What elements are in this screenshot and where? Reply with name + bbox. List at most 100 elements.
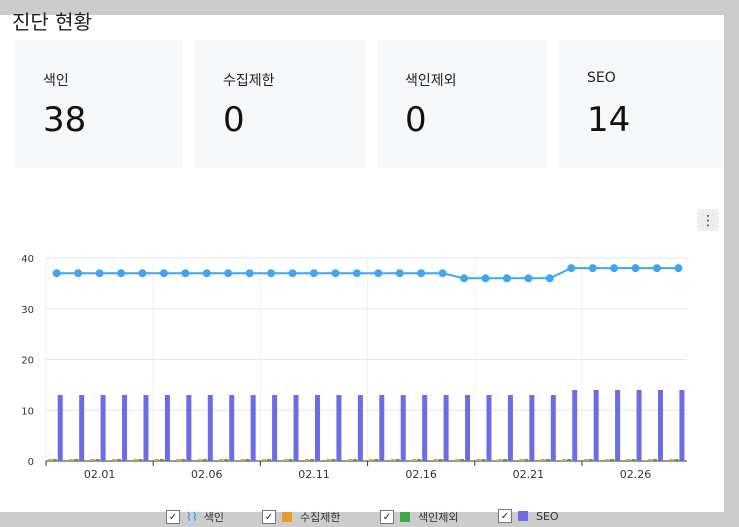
bar-index-excluded: [181, 459, 186, 461]
checkbox-checked-icon[interactable]: ✓: [380, 510, 394, 524]
bar-seo: [272, 395, 278, 461]
bar-seo: [164, 395, 170, 461]
point-index: [138, 269, 147, 278]
bar-crawl-limit: [583, 459, 588, 461]
bar-crawl-limit: [197, 459, 202, 461]
bar-crawl-limit: [390, 459, 395, 461]
stat-card-value: 14: [587, 100, 631, 140]
bar-seo: [422, 395, 428, 461]
bar-index-excluded: [438, 459, 443, 461]
point-index: [417, 269, 426, 278]
page-title: 진단 현황: [12, 10, 92, 34]
point-index: [631, 264, 640, 273]
bar-index-excluded: [138, 459, 143, 461]
bar-seo: [550, 395, 556, 461]
bar-seo: [529, 395, 535, 461]
legend-label: 색인: [203, 511, 224, 524]
stat-card-seo: SEO 14: [559, 40, 724, 168]
bar-index-excluded: [460, 459, 465, 461]
bar-seo: [314, 395, 320, 461]
point-index: [95, 269, 104, 278]
bar-index-excluded: [267, 459, 272, 461]
bar-index-excluded: [545, 459, 550, 461]
bar-crawl-limit: [112, 459, 117, 461]
bar-seo: [79, 395, 85, 461]
point-index: [267, 269, 276, 278]
y-tick-label: 30: [21, 305, 34, 316]
bar-crawl-limit: [69, 459, 74, 461]
stat-card-value: 38: [43, 100, 87, 140]
point-index: [610, 264, 619, 273]
bar-index-excluded: [245, 459, 250, 461]
bar-index-excluded: [610, 459, 615, 461]
stat-card-index: 색인 38: [15, 40, 183, 168]
point-index: [74, 269, 83, 278]
bar-seo: [100, 395, 106, 461]
bar-index-excluded: [652, 459, 657, 461]
point-index: [117, 269, 126, 278]
x-tick-label: 02.16: [405, 468, 437, 481]
point-index: [481, 274, 490, 283]
line-series-icon: ⌇⌇: [186, 510, 198, 524]
bar-crawl-limit: [90, 459, 95, 461]
bar-index-excluded: [588, 459, 593, 461]
bar-seo: [443, 395, 449, 461]
point-index: [502, 274, 511, 283]
bar-crawl-limit: [626, 459, 631, 461]
stat-card-label: 색인: [43, 73, 69, 89]
x-tick-label: 02.01: [84, 468, 116, 481]
bar-crawl-limit: [176, 459, 181, 461]
point-index: [245, 269, 254, 278]
diagnosis-chart: 0 10 20 30 40 02.01 02.06 02.11 02.16 02.21 02.26: [21, 254, 687, 481]
bar-seo: [657, 389, 663, 461]
checkbox-checked-icon[interactable]: ✓: [498, 509, 512, 523]
bar-seo: [186, 395, 192, 461]
bar-seo: [122, 395, 128, 461]
bar-crawl-limit: [647, 459, 652, 461]
bar-index-excluded: [202, 459, 207, 461]
point-index: [288, 269, 297, 278]
bar-seo: [207, 395, 213, 461]
bar-crawl-limit: [304, 459, 309, 461]
bar-seo: [465, 395, 471, 461]
bar-crawl-limit: [476, 459, 481, 461]
bar-crawl-limit: [455, 459, 460, 461]
point-index: [674, 264, 683, 273]
stat-card-value: 0: [223, 100, 245, 140]
point-index: [224, 269, 233, 278]
bar-crawl-limit: [369, 459, 374, 461]
square-swatch-icon: [282, 512, 292, 522]
bar-seo: [57, 395, 63, 461]
bar-seo: [379, 395, 385, 461]
y-tick-label: 40: [21, 254, 34, 265]
point-index: [52, 269, 61, 278]
legend-item-index-excluded[interactable]: ✓ 색인제외: [380, 509, 458, 525]
point-index: [309, 269, 318, 278]
bar-crawl-limit: [605, 459, 610, 461]
bar-index-excluded: [309, 459, 314, 461]
stat-card-index-excluded: 색인제외 0: [377, 40, 547, 168]
bar-crawl-limit: [283, 459, 288, 461]
bar-seo: [143, 395, 149, 461]
y-tick-label: 20: [21, 356, 34, 367]
bar-seo: [400, 395, 406, 461]
chart-menu-button[interactable]: ⋮: [697, 209, 719, 231]
bar-crawl-limit: [347, 459, 352, 461]
bar-seo: [572, 389, 578, 461]
chart-legend: ✓ ⌇⌇ 색인 ✓ 수집제한 ✓ 색인제외 ✓ SEO: [0, 505, 739, 527]
legend-label: 색인제외: [418, 511, 459, 524]
checkbox-checked-icon[interactable]: ✓: [166, 510, 180, 524]
legend-item-crawl-limit[interactable]: ✓ 수집제한: [262, 509, 340, 525]
legend-item-seo[interactable]: ✓ SEO: [498, 509, 559, 523]
checkbox-checked-icon[interactable]: ✓: [262, 510, 276, 524]
legend-item-index[interactable]: ✓ ⌇⌇ 색인: [166, 509, 224, 525]
legend-label: SEO: [536, 509, 559, 523]
bar-index-excluded: [159, 459, 164, 461]
bar-index-excluded: [417, 459, 422, 461]
bar-index-excluded: [567, 459, 572, 461]
bar-seo: [336, 395, 342, 461]
y-tick-label: 0: [28, 457, 34, 468]
bar-crawl-limit: [540, 459, 545, 461]
bar-crawl-limit: [519, 459, 524, 461]
point-index: [202, 269, 211, 278]
